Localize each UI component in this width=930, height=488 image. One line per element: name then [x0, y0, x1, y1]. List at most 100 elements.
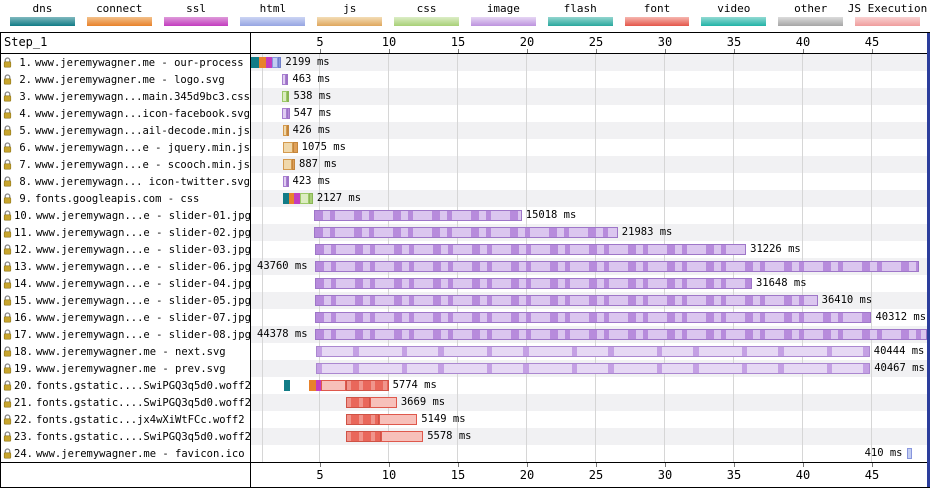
- request-link[interactable]: 1. www.jeremywagner.me - our-process: [1, 54, 251, 71]
- request-number: 13.: [14, 260, 33, 273]
- segment-font[interactable]: [380, 431, 424, 442]
- axis-tickmark: [872, 463, 873, 467]
- request-url: www.jeremywagn...e - slider-07.jpg: [35, 311, 250, 324]
- request-link[interactable]: 9. fonts.googleapis.com - css: [1, 190, 251, 207]
- segment-html-dl[interactable]: [277, 57, 282, 68]
- request-link[interactable]: 8. www.jeremywagn... icon-twitter.svg: [1, 173, 251, 190]
- segment-dns[interactable]: [283, 193, 289, 204]
- segment-font[interactable]: [320, 380, 347, 391]
- segment-css-dl[interactable]: [287, 91, 290, 102]
- segment-connect[interactable]: [288, 193, 295, 204]
- request-url: www.jeremywagn...e - slider-04.jpg: [35, 277, 250, 290]
- segment-js-dl[interactable]: [291, 159, 296, 170]
- request-link[interactable]: 13. www.jeremywagn...e - slider-06.jpg: [1, 258, 251, 275]
- segment-ssl[interactable]: [315, 380, 321, 391]
- segment-font[interactable]: [369, 397, 397, 408]
- chart-footer-row: 5 10 15 20 25 30 35 40 45: [1, 462, 929, 487]
- request-link[interactable]: 6. www.jeremywagn...e - jquery.min.js: [1, 139, 251, 156]
- segment-dns[interactable]: [284, 380, 291, 391]
- request-link[interactable]: 14. www.jeremywagn...e - slider-04.jpg: [1, 275, 251, 292]
- segment-image-chunks[interactable]: [314, 210, 522, 221]
- axis-tickmark: [458, 49, 459, 53]
- request-link[interactable]: 2. www.jeremywagner.me - logo.svg: [1, 71, 251, 88]
- request-number: 16.: [14, 311, 33, 324]
- request-row: 5. www.jeremywagn...ail-decode.min.js 426 …: [1, 122, 929, 139]
- segment-image[interactable]: [282, 108, 287, 119]
- segment-image-chunks[interactable]: [315, 295, 818, 306]
- request-number: 22.: [14, 413, 33, 426]
- request-link[interactable]: 4. www.jeremywagn...icon-facebook.svg: [1, 105, 251, 122]
- segment-image-chunks[interactable]: [314, 227, 618, 238]
- segment-font[interactable]: [379, 414, 418, 425]
- legend-swatch: [10, 17, 75, 26]
- request-link[interactable]: 18. www.jeremywagner.me - next.svg: [1, 343, 251, 360]
- request-link[interactable]: 5. www.jeremywagn...ail-decode.min.js: [1, 122, 251, 139]
- segment-dns[interactable]: [251, 57, 260, 68]
- segment-html[interactable]: [272, 57, 278, 68]
- segment-ssl[interactable]: [294, 193, 300, 204]
- request-timeline: 40444 ms: [251, 343, 929, 360]
- axis-tick-label: 45: [864, 468, 880, 482]
- segment-image-chunks[interactable]: [315, 278, 752, 289]
- segment-js[interactable]: [282, 125, 287, 136]
- segment-js[interactable]: [282, 142, 293, 153]
- segment-font-dl[interactable]: [346, 397, 370, 408]
- request-url: www.jeremywagn...ail-decode.min.js: [35, 124, 250, 137]
- request-duration-label: 547 ms: [293, 107, 332, 119]
- segment-image-dl[interactable]: [287, 176, 290, 187]
- segment-image[interactable]: [282, 176, 287, 187]
- lock-icon: [3, 397, 12, 408]
- segment-image-chunks[interactable]: [315, 244, 747, 255]
- segment-connect[interactable]: [308, 380, 316, 391]
- legend-item-html: html: [234, 2, 311, 32]
- request-link[interactable]: 16. www.jeremywagn...e - slider-07.jpg: [1, 309, 251, 326]
- request-link[interactable]: 7. www.jeremywagn...e - scooch.min.js: [1, 156, 251, 173]
- segment-image-chunks[interactable]: [315, 261, 920, 272]
- segment-css-dl[interactable]: [308, 193, 313, 204]
- request-link[interactable]: 22. fonts.gstatic...jx4wXiWtFCc.woff2: [1, 411, 251, 428]
- request-link[interactable]: 23. fonts.gstatic....SwiPGQ3q5d0.woff2: [1, 428, 251, 445]
- segment-font-dl[interactable]: [346, 380, 389, 391]
- chart-header-row: Step_1 5 10 15 20 25 30 35 40 45: [1, 33, 929, 54]
- segment-image-sparse[interactable]: [315, 363, 871, 374]
- request-duration-label: 1075 ms: [301, 141, 346, 153]
- segment-js-dl[interactable]: [292, 142, 298, 153]
- request-link[interactable]: 19. www.jeremywagner.me - prev.svg: [1, 360, 251, 377]
- request-timeline: 538 ms: [251, 88, 929, 105]
- request-duration-label: 426 ms: [292, 124, 331, 136]
- segment-css[interactable]: [282, 91, 287, 102]
- segment-font-dl[interactable]: [346, 414, 380, 425]
- segment-image-sparse[interactable]: [315, 346, 870, 357]
- request-url: www.jeremywagn...icon-facebook.svg: [35, 107, 250, 120]
- request-link[interactable]: 17. www.jeremywagn...e - slider-08.jpg: [1, 326, 251, 343]
- segment-image-dl[interactable]: [287, 108, 290, 119]
- request-timeline: 463 ms: [251, 71, 929, 88]
- segment-connect[interactable]: [259, 57, 267, 68]
- segment-html[interactable]: [906, 448, 913, 459]
- segment-image-chunks[interactable]: [315, 329, 928, 340]
- segment-image[interactable]: [282, 74, 286, 85]
- segment-js[interactable]: [282, 159, 292, 170]
- axis-tickmark: [872, 49, 873, 53]
- segment-font-dl[interactable]: [346, 431, 381, 442]
- segment-image-chunks[interactable]: [315, 312, 872, 323]
- segment-js-dl[interactable]: [287, 125, 290, 136]
- request-link[interactable]: 10. www.jeremywagn...e - slider-01.jpg: [1, 207, 251, 224]
- request-duration-label: 3669 ms: [400, 396, 446, 408]
- segment-ssl[interactable]: [266, 57, 273, 68]
- request-url: fonts.gstatic....SwiPGQ3q5d0.woff2: [35, 396, 250, 409]
- request-link[interactable]: 15. www.jeremywagn...e - slider-05.jpg: [1, 292, 251, 309]
- request-link[interactable]: 20. fonts.gstatic....SwiPGQ3q5d0.woff2: [1, 377, 251, 394]
- segment-image-dl[interactable]: [285, 74, 289, 85]
- request-number: 1.: [19, 56, 32, 69]
- legend-item-js: js: [311, 2, 388, 32]
- request-link[interactable]: 3. www.jeremywagn...main.345d9bc3.css: [1, 88, 251, 105]
- request-link[interactable]: 24. www.jeremywagner.me - favicon.ico: [1, 445, 251, 462]
- request-link[interactable]: 21. fonts.gstatic....SwiPGQ3q5d0.woff2: [1, 394, 251, 411]
- request-link[interactable]: 12. www.jeremywagn...e - slider-03.jpg: [1, 241, 251, 258]
- segment-css[interactable]: [299, 193, 309, 204]
- axis-tickmark: [596, 463, 597, 467]
- lock-icon: [3, 261, 12, 272]
- axis-tick-label: 5: [316, 468, 324, 482]
- request-link[interactable]: 11. www.jeremywagn...e - slider-02.jpg: [1, 224, 251, 241]
